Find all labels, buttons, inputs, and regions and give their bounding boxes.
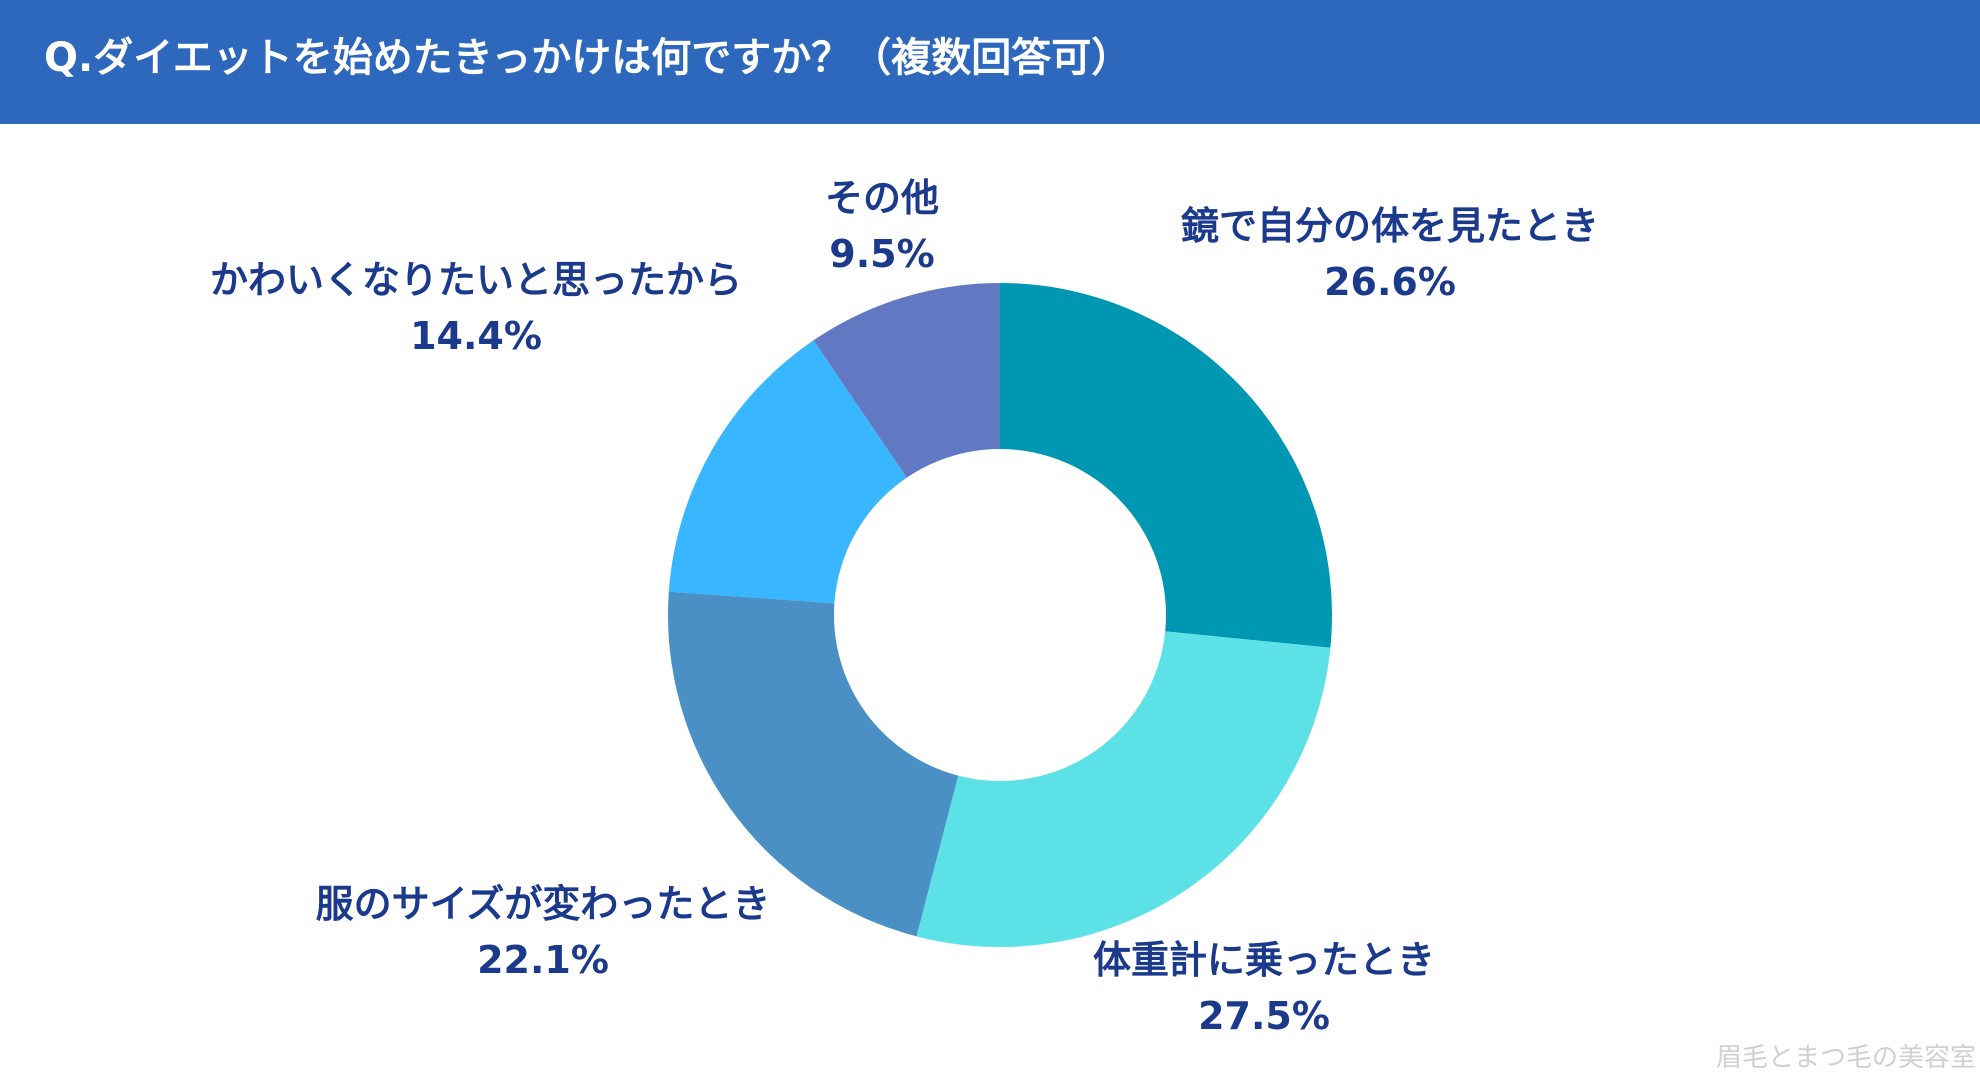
slice-mirror (1000, 283, 1332, 648)
slice-name: 鏡で自分の体を見たとき (1180, 204, 1600, 248)
slice-label-clothes: 服のサイズが変わったとき 22.1% (316, 876, 771, 988)
slice-name: その他 (824, 176, 940, 220)
slice-label-other: その他 9.5% (825, 170, 939, 282)
slice-name: 体重計に乗ったとき (1092, 938, 1436, 982)
slice-value: 22.1% (477, 938, 609, 982)
slice-value: 27.5% (1198, 994, 1330, 1038)
slice-other (813, 283, 1000, 478)
slice-value: 14.4% (410, 314, 542, 358)
slice-name: かわいくなりたいと思ったから (209, 258, 743, 302)
slice-value: 9.5% (829, 232, 935, 276)
watermark: 眉毛とまつ毛の美容室 (1715, 1043, 1976, 1073)
slice-value: 26.6% (1324, 260, 1456, 304)
slice-clothes (667, 591, 959, 937)
page-title: Q.ダイエットを始めたきっかけは何ですか？（複数回答可） (44, 35, 1132, 81)
slice-scale (916, 631, 1331, 948)
slice-cute (668, 340, 907, 604)
slice-name: 服のサイズが変わったとき (315, 882, 771, 926)
slice-label-mirror: 鏡で自分の体を見たとき 26.6% (1181, 198, 1599, 310)
header-bar: Q.ダイエットを始めたきっかけは何ですか？（複数回答可） (0, 0, 1980, 124)
slice-label-cute: かわいくなりたいと思ったから 14.4% (210, 252, 742, 364)
slice-label-scale: 体重計に乗ったとき 27.5% (1093, 932, 1435, 1044)
